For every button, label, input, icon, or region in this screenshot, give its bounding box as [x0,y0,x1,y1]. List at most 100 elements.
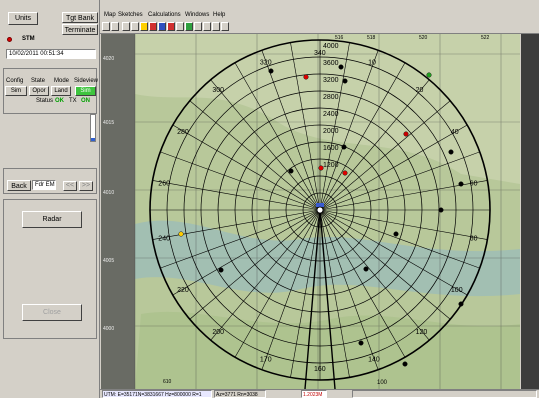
level-slider[interactable] [90,114,96,142]
radar-contact[interactable] [458,301,464,307]
bearing-label: 80 [470,235,478,242]
radar-button[interactable]: Radar [22,211,82,228]
back-button[interactable]: Back [7,180,31,191]
bearing-spoke [319,151,480,211]
tab-state[interactable]: State [31,78,46,84]
fwd-field[interactable]: Fdr EM [32,180,56,190]
radar-contact[interactable] [341,144,347,150]
radar-contact[interactable] [403,131,409,137]
range-label: 2800 [323,94,339,101]
pan-tool-icon[interactable] [111,22,119,31]
menu-bar: Map Sketches Calculations Windows Help [100,10,539,20]
grid-label-left: 4010 [103,190,115,196]
radar-contact[interactable] [358,340,364,346]
radar-contact[interactable] [338,64,344,70]
radar-contact[interactable] [178,231,184,237]
radar-position-icon[interactable] [316,203,324,207]
bearing-spoke [160,151,321,211]
tx-value: ON [81,98,90,104]
menu-help[interactable]: Help [213,12,226,18]
marker-icon[interactable] [167,22,175,31]
range-label: 1200 [323,162,339,169]
bearing-spoke [319,100,451,211]
bearing-label: 200 [212,329,224,336]
select-tool-icon[interactable] [102,22,110,31]
radar-contact[interactable] [342,78,348,84]
toolbar [100,20,539,34]
menu-sketches[interactable]: Sketches [118,12,143,18]
line-icon[interactable] [176,22,184,31]
range-label: 4000 [323,43,339,50]
zoom-out-icon[interactable] [131,22,139,31]
config-sim-button[interactable]: Sim [5,86,27,96]
terminate-button[interactable]: Terminate [62,24,98,35]
bearing-spoke [319,42,350,211]
menu-map[interactable]: Map [104,12,116,18]
value-readout: 1.2023M [301,390,327,398]
bearing-spoke [234,209,321,358]
tab-mode[interactable]: Mode [54,78,70,84]
target-icon[interactable] [158,22,166,31]
mode-indicator-icon[interactable] [7,37,12,42]
next-button[interactable]: >> [79,181,93,191]
route-icon[interactable] [185,22,193,31]
bearing-spoke [172,124,321,211]
menu-calculations[interactable]: Calculations [148,12,181,18]
range-label: 3200 [323,77,339,84]
grid-label-left: 4000 [103,326,115,332]
bearing-label: 140 [368,357,380,364]
radar-contact[interactable] [402,361,408,367]
radar-group [3,199,97,339]
menu-windows[interactable]: Windows [185,12,210,18]
print-icon[interactable] [212,22,220,31]
bearing-spoke [319,209,350,378]
layer-icon[interactable] [140,22,148,31]
measure-icon[interactable] [194,22,202,31]
map-view[interactable]: 4000 3600 3200 2800 2400 2000 1600 1200 340 10 20 4… [101,34,520,389]
radar-contact[interactable] [448,149,454,155]
radar-contact[interactable] [438,207,444,213]
prev-button[interactable]: << [63,181,77,191]
bearing-label: 320 [260,59,272,66]
flag-icon[interactable] [149,22,157,31]
tab-config[interactable]: Config [6,78,24,84]
grid-icon[interactable] [203,22,211,31]
settings-icon[interactable] [221,22,229,31]
config-group [3,68,97,114]
bearing-label: 260 [158,181,170,188]
zoom-in-icon[interactable] [122,22,130,31]
bearing-spoke [152,180,321,211]
sideview-sim-button[interactable]: Sim [75,86,96,96]
radar-contact[interactable] [318,165,324,171]
grid-label-bottom: 610 [163,379,172,385]
radar-contact[interactable] [288,168,294,174]
tgt-bank-button[interactable]: Tgt Bank [62,12,98,23]
units-button[interactable]: Units [8,12,38,25]
grid-label-bottom: 100 [377,380,388,386]
radar-contact[interactable] [426,72,432,78]
radar-contact[interactable] [363,266,369,272]
bearing-spoke [319,209,451,320]
radar-contact[interactable] [218,267,224,273]
radar-contact[interactable] [458,181,464,187]
bearing-spoke [319,62,406,211]
radar-contact[interactable] [393,231,399,237]
radar-contact[interactable] [342,170,348,176]
tab-sideview[interactable]: Sideview [74,78,99,84]
radar-center-icon[interactable] [316,206,324,214]
radar-contact[interactable] [268,68,274,74]
bearing-spoke [160,209,321,269]
radar-contact[interactable] [303,74,309,80]
bearing-spoke [290,42,321,211]
bearing-spoke [261,50,321,211]
mode-label: STM [22,36,35,42]
grid-label-left: 4020 [103,56,115,62]
level-slider-thumb[interactable] [91,138,95,141]
grid-label-top: 516 [335,35,344,41]
state-opor-button[interactable]: Opor [29,86,49,96]
utm-readout: UTM: E=35171N=3831667 Hz=800000 R=1 [102,390,212,398]
datetime-field: 10/02/2011 00:51:34 [6,49,96,59]
radar-map[interactable]: 4000 3600 3200 2800 2400 2000 1600 1200 340 10 20 4… [101,34,520,389]
mode-land-button[interactable]: Land [51,86,71,96]
close-button[interactable]: Close [22,304,82,321]
